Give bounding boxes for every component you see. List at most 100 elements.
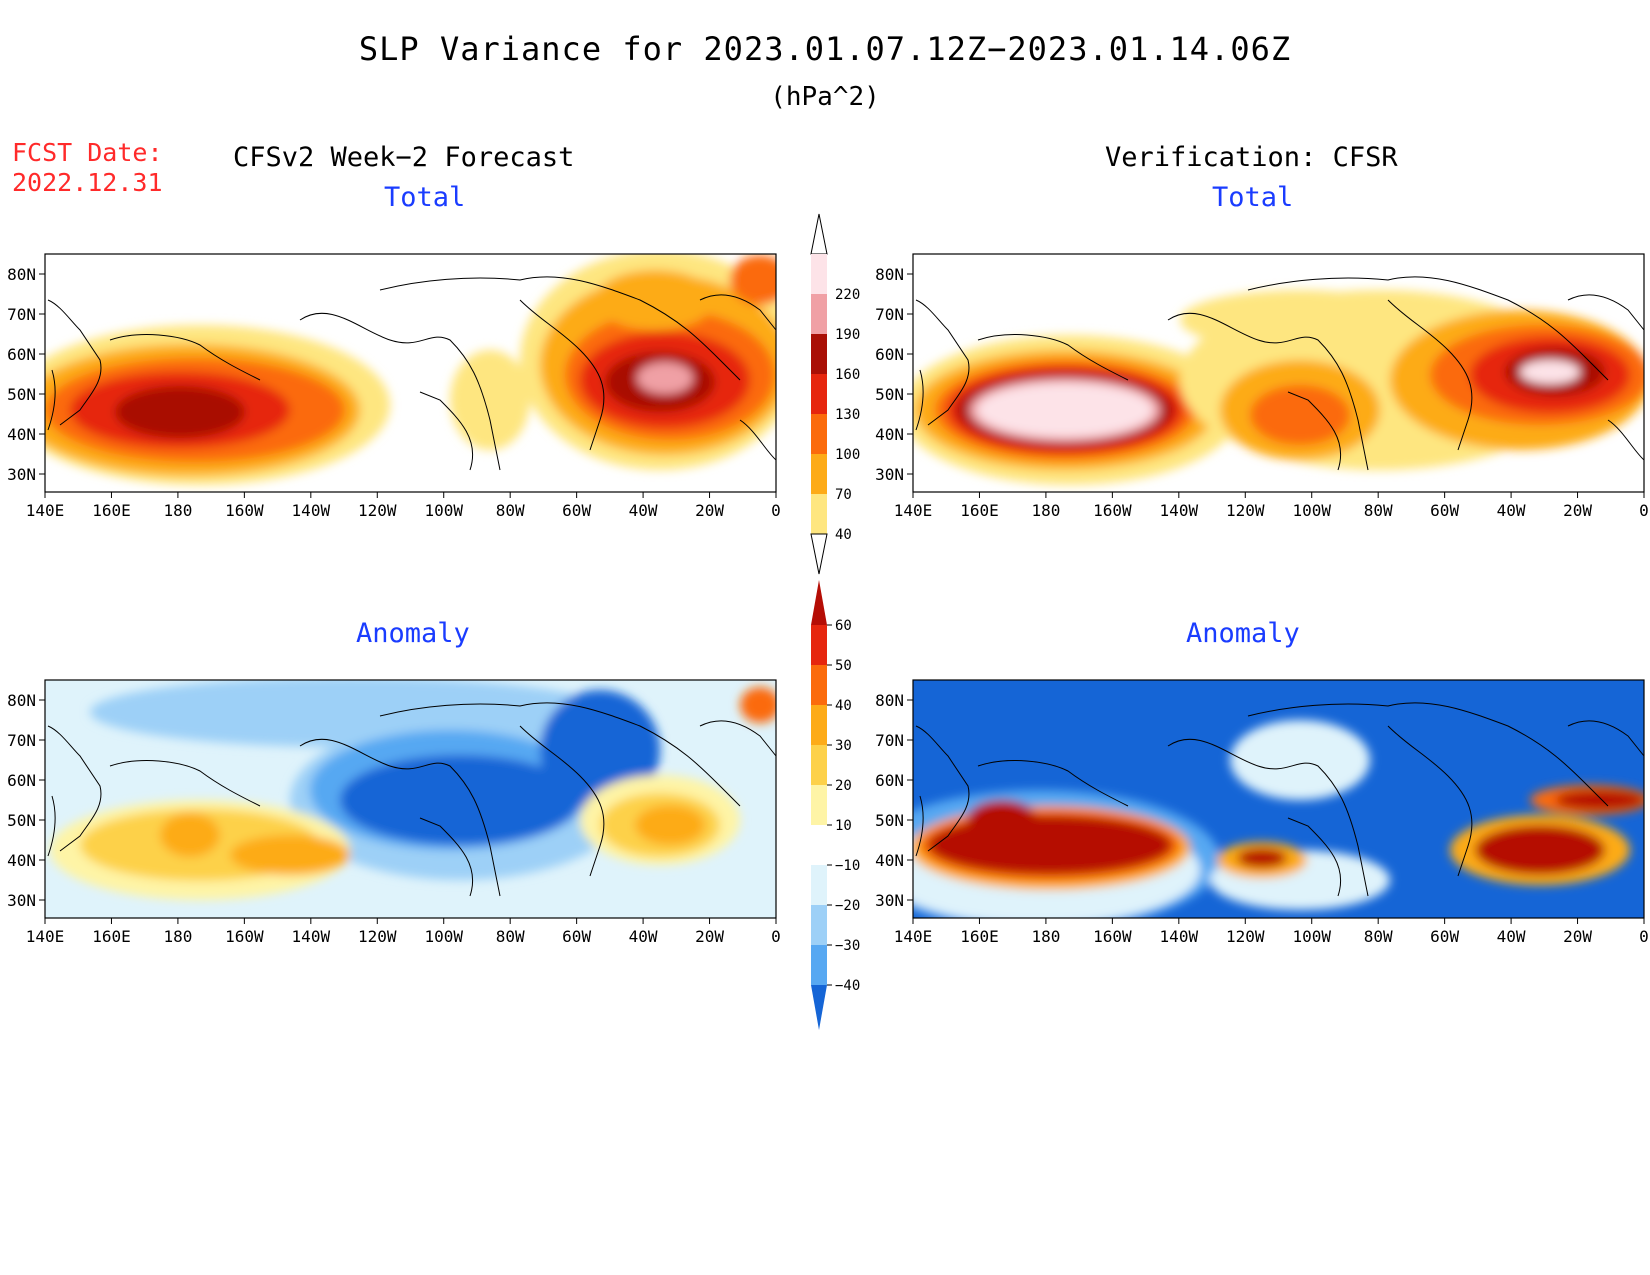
lon-tick-label: 20W [1563,927,1592,946]
verification-anomaly-field [913,680,1644,918]
lon-tick-label: 40W [629,501,658,520]
colorbar-band [811,374,827,414]
lat-tick-label: 60N [875,345,904,364]
lon-tick-label: 140W [1160,927,1199,946]
colorbar-band [811,945,827,985]
lat-tick-label: 40N [7,425,36,444]
colorbar-level-label: 220 [835,287,860,303]
lon-tick-label: 140E [894,927,933,946]
lon-tick-label: 20W [1563,501,1592,520]
verification-anomaly-label: Anomaly [1186,618,1300,649]
colorbar-level-label: 130 [835,407,860,423]
colorbar-level-label: 30 [835,738,852,754]
lon-tick-label: 40W [1497,927,1526,946]
lat-tick-label: 60N [875,771,904,790]
lat-tick-label: 70N [7,731,36,750]
lon-tick-label: 100W [1292,927,1331,946]
lon-tick-label: 160W [225,501,264,520]
verification-anomaly-frame [912,679,1645,919]
lat-tick-label: 40N [875,425,904,444]
colorbar-band [811,254,827,294]
lon-tick-label: 160E [92,927,131,946]
lon-tick-label: 80W [496,927,525,946]
lat-tick-label: 70N [875,731,904,750]
colorbar-level-label: 190 [835,327,860,343]
colorbar-level-label: −20 [835,898,860,914]
lon-tick-label: 160W [1093,501,1132,520]
colorbar-top-arrow [811,580,827,625]
coastlines [47,276,776,471]
lon-tick-label: 100W [424,501,463,520]
colorbar-level-label: −10 [835,858,860,874]
colorbar-level-label: 20 [835,778,852,794]
lat-tick-label: 70N [875,305,904,324]
lat-tick-label: 50N [7,385,36,404]
forecast-date: FCST Date: 2022.12.31 [12,138,163,198]
lat-tick-label: 30N [875,891,904,910]
lon-tick-label: 60W [562,927,591,946]
forecast-total-field [45,254,776,492]
colorbar-band [811,414,827,454]
verification-total-field [913,254,1644,492]
lon-tick-label: 160E [960,501,999,520]
colorbar-level-label: 100 [835,447,860,463]
lon-tick-label: 180 [1031,501,1060,520]
lon-tick-label: 160E [960,927,999,946]
total-colorbar: 40 70 100 130 160 190 220 [810,213,860,575]
lon-tick-label: 20W [695,501,724,520]
lat-tick-label: 80N [875,691,904,710]
map-axes: 80N 70N 60N 50N 40N 30N 140E 160E 180 160W 140W 120… [7,265,1649,946]
units-label: (hPa^2) [770,82,880,112]
coastlines [915,702,1644,897]
forecast-date-label: FCST Date: [12,138,163,167]
lon-tick-label: 180 [163,927,192,946]
colorbar-band [811,294,827,334]
lon-tick-label: 140W [292,501,331,520]
lon-tick-label: 140E [26,501,65,520]
forecast-anomaly-frame [44,679,777,919]
lat-tick-label: 60N [7,345,36,364]
lon-tick-label: 80W [1364,927,1393,946]
lon-tick-label: 120W [1226,501,1265,520]
anomaly-colorbar: 60 50 40 30 20 10 −10 −20 −30 −40 [811,580,860,1030]
colorbar-level-label: 40 [835,527,852,543]
colorbar-level-label: 40 [835,698,852,714]
lon-tick-label: 0 [1639,501,1649,520]
forecast-total-label: Total [384,182,466,213]
verification-heading: Verification: CFSR [1105,142,1398,173]
lat-tick-label: 60N [7,771,36,790]
main-title: SLP Variance for 2023.01.07.12Z−2023.01.… [358,30,1292,68]
lon-tick-label: 60W [1430,501,1459,520]
lon-tick-label: 60W [1430,927,1459,946]
verification-total-frame [912,253,1645,493]
lon-tick-label: 80W [1364,501,1393,520]
colorbar-band [811,825,827,865]
forecast-total-frame [44,253,777,493]
lat-tick-label: 40N [875,851,904,870]
lat-tick-label: 50N [875,385,904,404]
lon-tick-label: 0 [771,501,781,520]
colorbar-level-label: 160 [835,367,860,383]
lat-tick-label: 50N [875,811,904,830]
forecast-heading: CFSv2 Week−2 Forecast [233,142,575,173]
forecast-anomaly-label: Anomaly [356,618,470,649]
lat-tick-label: 30N [875,465,904,484]
colorbar-band [811,745,827,785]
lat-tick-label: 50N [7,811,36,830]
lon-tick-label: 0 [1639,927,1649,946]
lon-tick-label: 180 [1031,927,1060,946]
colorbar-bottom-arrow [811,985,827,1030]
colorbar-level-label: 60 [835,618,852,634]
colorbar-band [811,705,827,745]
lon-tick-label: 160W [1093,927,1132,946]
lon-tick-label: 140W [292,927,331,946]
colorbar-level-label: 50 [835,658,852,674]
colorbar-band [811,494,827,534]
colorbar-band [811,785,827,825]
colorbar-band [811,905,827,945]
colorbar-band [811,665,827,705]
colorbar-level-label: 10 [835,818,852,834]
lon-tick-label: 100W [1292,501,1331,520]
lon-tick-label: 80W [496,501,525,520]
